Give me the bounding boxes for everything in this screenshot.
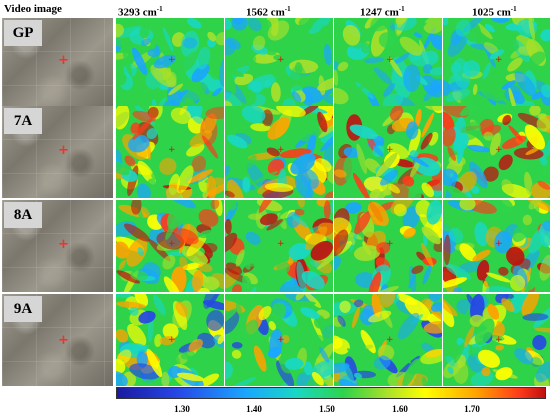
band-3293-unit-exp: -1 [156, 5, 163, 13]
colorbar-tick-1-30: 1.30 [174, 404, 190, 414]
sample-label-gp: GP [4, 20, 42, 46]
crosshair-marker: + [386, 335, 394, 345]
video-image-9a: 9A + [2, 294, 113, 386]
band-1025-unit-exp: -1 [510, 5, 517, 13]
crosshair-marker: + [168, 335, 176, 345]
sample-label-9a: 9A [4, 296, 42, 322]
map-9a-1025: + [443, 294, 550, 386]
crosshair-marker: + [58, 237, 69, 252]
header-band-3293: 3293 cm-1 [118, 2, 163, 19]
band-1247-value: 1247 cm [360, 6, 399, 19]
map-9a-3293: + [116, 294, 224, 386]
video-image-gp: GP + [2, 18, 113, 110]
map-8a-1025: + [443, 200, 550, 292]
colorbar-tick-1-40: 1.40 [246, 404, 262, 414]
crosshair-marker: + [386, 145, 394, 155]
crosshair-marker: + [58, 53, 69, 68]
crosshair-marker: + [168, 239, 176, 249]
band-1247-unit-exp: -1 [398, 5, 405, 13]
crosshair-marker: + [386, 55, 394, 65]
sample-label-8a: 8A [4, 202, 42, 228]
map-9a-1247: + [334, 294, 442, 386]
map-gp-1247: + [334, 18, 442, 110]
crosshair-marker: + [58, 143, 69, 158]
map-8a-3293: + [116, 200, 224, 292]
row-8a: 8A + + + + + [0, 200, 550, 292]
crosshair-marker: + [168, 145, 176, 155]
crosshair-marker: + [495, 145, 503, 155]
map-7a-1025: + [443, 106, 550, 198]
video-image-7a: 7A + [2, 106, 113, 198]
row-gp: GP + + + + + [0, 18, 550, 110]
map-8a-1247: + [334, 200, 442, 292]
map-gp-1562: + [225, 18, 333, 110]
video-image-8a: 8A + [2, 200, 113, 292]
band-1562-value: 1562 cm [246, 6, 285, 19]
band-3293-value: 3293 cm [118, 6, 157, 19]
header-band-1247: 1247 cm-1 [360, 2, 405, 19]
map-gp-1025: + [443, 18, 550, 110]
crosshair-marker: + [495, 335, 503, 345]
row-7a: 7A + + + + + [0, 106, 550, 198]
map-9a-1562: + [225, 294, 333, 386]
colorbar-tick-1-60: 1.60 [392, 404, 408, 414]
crosshair-marker: + [495, 55, 503, 65]
crosshair-marker: + [277, 55, 285, 65]
crosshair-marker: + [58, 333, 69, 348]
crosshair-marker: + [495, 239, 503, 249]
map-7a-3293: + [116, 106, 224, 198]
band-1025-value: 1025 cm [472, 6, 511, 19]
colorbar-tick-1-70: 1.70 [464, 404, 480, 414]
colorbar [116, 387, 546, 399]
header-band-1562: 1562 cm-1 [246, 2, 291, 19]
map-7a-1247: + [334, 106, 442, 198]
sample-label-7a: 7A [4, 108, 42, 134]
crosshair-marker: + [277, 335, 285, 345]
row-9a: 9A + + + + + [0, 294, 550, 386]
crosshair-marker: + [386, 239, 394, 249]
map-8a-1562: + [225, 200, 333, 292]
colorbar-tick-1-50: 1.50 [319, 404, 335, 414]
crosshair-marker: + [277, 239, 285, 249]
map-gp-3293: + [116, 18, 224, 110]
header-band-1025: 1025 cm-1 [472, 2, 517, 19]
map-7a-1562: + [225, 106, 333, 198]
header-video-image: Video image [4, 3, 62, 15]
crosshair-marker: + [277, 145, 285, 155]
crosshair-marker: + [168, 55, 176, 65]
band-1562-unit-exp: -1 [284, 5, 291, 13]
